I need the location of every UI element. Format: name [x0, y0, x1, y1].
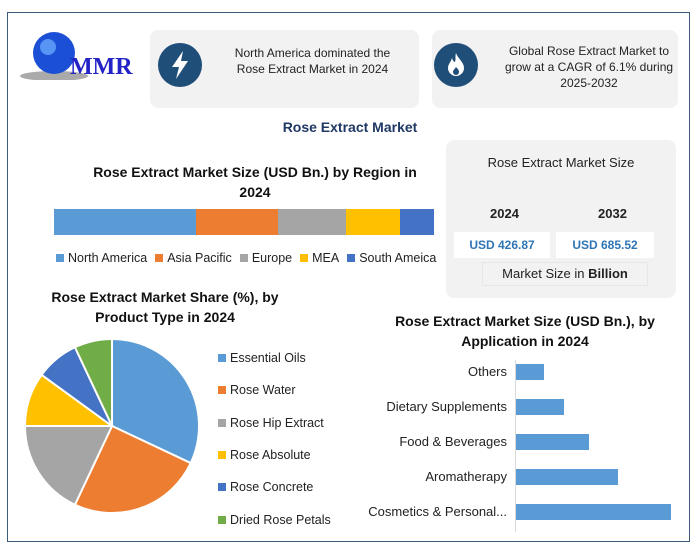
legend-item: Essential Oils — [218, 342, 331, 374]
lightning-icon — [158, 43, 202, 87]
value-2024: USD 426.87 — [454, 232, 550, 258]
application-bar — [516, 504, 671, 520]
region-chart-title: Rose Extract Market Size (USD Bn.) by Re… — [93, 164, 417, 200]
legend-label: South Ameica — [359, 251, 437, 265]
legend-item: Rose Concrete — [218, 471, 331, 503]
legend-item: North America — [56, 251, 147, 265]
legend-swatch — [218, 386, 226, 395]
application-chart-title: Rose Extract Market Size (USD Bn.), by A… — [395, 313, 655, 349]
category-label: Cosmetics & Personal... — [368, 504, 507, 519]
legend-label: Dried Rose Petals — [230, 512, 331, 527]
legend-label: MEA — [312, 251, 340, 265]
value-2032: USD 685.52 — [556, 232, 654, 258]
legend-item: South Ameica — [347, 251, 436, 265]
legend-label: Essential Oils — [230, 351, 306, 366]
legend-item: MEA — [300, 251, 339, 265]
region-segment — [346, 209, 401, 235]
application-bar — [516, 469, 618, 485]
category-label: Food & Beverages — [399, 434, 507, 449]
info-card-north-america: North America dominated the Rose Extract… — [150, 30, 419, 108]
legend-swatch — [300, 254, 309, 262]
category-label: Aromatherapy — [425, 469, 507, 484]
region-stacked-bar — [54, 209, 434, 235]
legend-item: Asia Pacific — [155, 251, 232, 265]
market-size-title: Rose Extract Market Size — [487, 155, 635, 170]
legend-swatch — [218, 418, 226, 427]
info-card-cagr: Global Rose Extract Market to grow at a … — [432, 30, 678, 108]
card-text: North America dominated the Rose Extract… — [234, 46, 391, 76]
market-size-panel: Rose Extract Market Size 2024 2032 USD 4… — [446, 140, 676, 298]
legend-label: North America — [68, 251, 148, 265]
pie-slice — [23, 425, 114, 507]
legend-swatch — [155, 254, 164, 262]
card-text: Global Rose Extract Market to grow at a … — [504, 44, 674, 90]
legend-swatch — [239, 254, 248, 262]
legend-swatch — [218, 354, 226, 363]
year-2032: 2032 — [598, 206, 627, 221]
region-segment — [400, 209, 434, 235]
legend-item: Dried Rose Petals — [218, 503, 331, 535]
legend-swatch — [218, 483, 226, 492]
region-segment — [278, 209, 347, 235]
application-bar — [516, 364, 544, 380]
legend-swatch — [218, 451, 226, 460]
pie-slice — [73, 424, 193, 514]
infographic-frame — [7, 12, 690, 542]
legend-swatch — [56, 254, 64, 262]
pie-slice — [111, 337, 200, 465]
legend-item: Rose Absolute — [218, 439, 331, 471]
legend-item: Europe — [239, 251, 293, 265]
year-2024: 2024 — [490, 206, 519, 221]
market-size-unit: Market Size in Billion — [482, 262, 648, 286]
pie-legend: Essential Oils Rose Water Rose Hip Extract… — [218, 342, 331, 536]
pie-chart-title: Rose Extract Market Share (%), by Produc… — [51, 289, 279, 325]
legend-item: Rose Hip Extract — [218, 407, 331, 439]
region-segment — [196, 209, 279, 235]
legend-label: Rose Absolute — [230, 448, 311, 463]
flame-icon — [434, 43, 478, 87]
region-legend: North America Asia Pacific Europe MEA South … — [56, 251, 436, 265]
legend-label: Rose Hip Extract — [230, 415, 324, 430]
category-label: Others — [467, 364, 507, 379]
legend-label: Rose Concrete — [230, 480, 314, 495]
region-segment — [54, 209, 197, 235]
legend-swatch — [218, 515, 226, 524]
application-bar — [516, 399, 564, 415]
product-pie-chart — [23, 337, 200, 514]
mmr-logo: MMR — [14, 28, 140, 81]
pie-slice — [73, 337, 113, 427]
application-bar — [516, 434, 590, 450]
y-axis-line — [515, 360, 516, 532]
legend-label: Europe — [251, 251, 293, 265]
legend-label: Asia Pacific — [167, 251, 232, 265]
legend-item: Rose Water — [218, 374, 331, 406]
legend-label: Rose Water — [230, 383, 296, 398]
svg-text:MMR: MMR — [70, 54, 133, 80]
category-label: Dietary Supplements — [386, 399, 507, 414]
main-title: Rose Extract Market — [282, 119, 418, 135]
legend-swatch — [347, 254, 356, 262]
